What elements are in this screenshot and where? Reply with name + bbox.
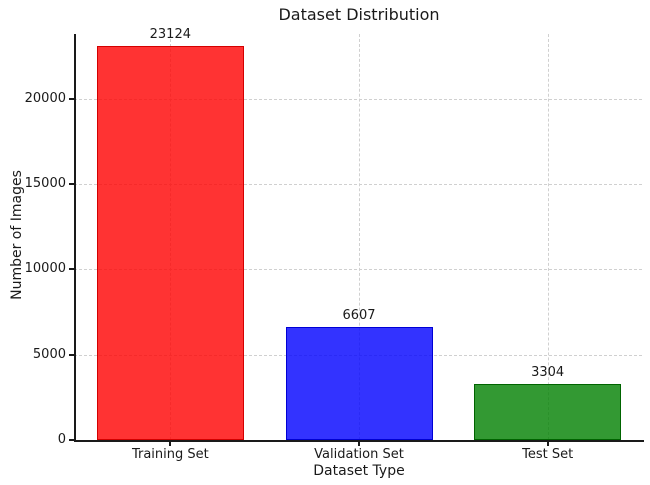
- x-gridline: [547, 34, 549, 440]
- y-tick-label: 20000: [24, 90, 66, 106]
- bar-value-label: 3304: [531, 364, 565, 380]
- x-tick-label: Training Set: [131, 447, 209, 462]
- y-tick-label: 5000: [32, 346, 66, 362]
- bar-validation-set: [285, 327, 433, 440]
- y-tick-mark: [69, 268, 74, 271]
- x-tick-mark: [169, 441, 172, 446]
- y-tick-label: 10000: [24, 261, 66, 277]
- bar-training-set: [96, 45, 244, 440]
- bar-test-set: [474, 383, 622, 440]
- x-tick-mark: [546, 441, 549, 446]
- y-tick-label: 0: [57, 432, 66, 447]
- y-tick-mark: [69, 353, 74, 356]
- y-gridline: [74, 269, 642, 271]
- bar-value-label: 6607: [342, 308, 376, 324]
- bar-value-label: 23124: [149, 26, 191, 42]
- y-axis-spine: [74, 34, 76, 442]
- x-gridline: [359, 34, 360, 440]
- y-tick-mark: [69, 97, 74, 100]
- x-tick-label: Validation Set: [314, 447, 404, 462]
- y-gridline: [74, 184, 642, 186]
- y-gridline: [74, 98, 642, 100]
- x-tick-mark: [358, 441, 360, 446]
- y-tick-mark: [69, 183, 74, 186]
- y-tick-mark: [69, 439, 74, 441]
- y-tick-label: 15000: [24, 176, 66, 192]
- x-tick-label: Test Set: [522, 447, 574, 462]
- y-axis-label: Number of Images: [9, 170, 25, 300]
- chart-title: Dataset Distribution: [278, 5, 440, 24]
- x-axis-label: Dataset Type: [313, 463, 405, 479]
